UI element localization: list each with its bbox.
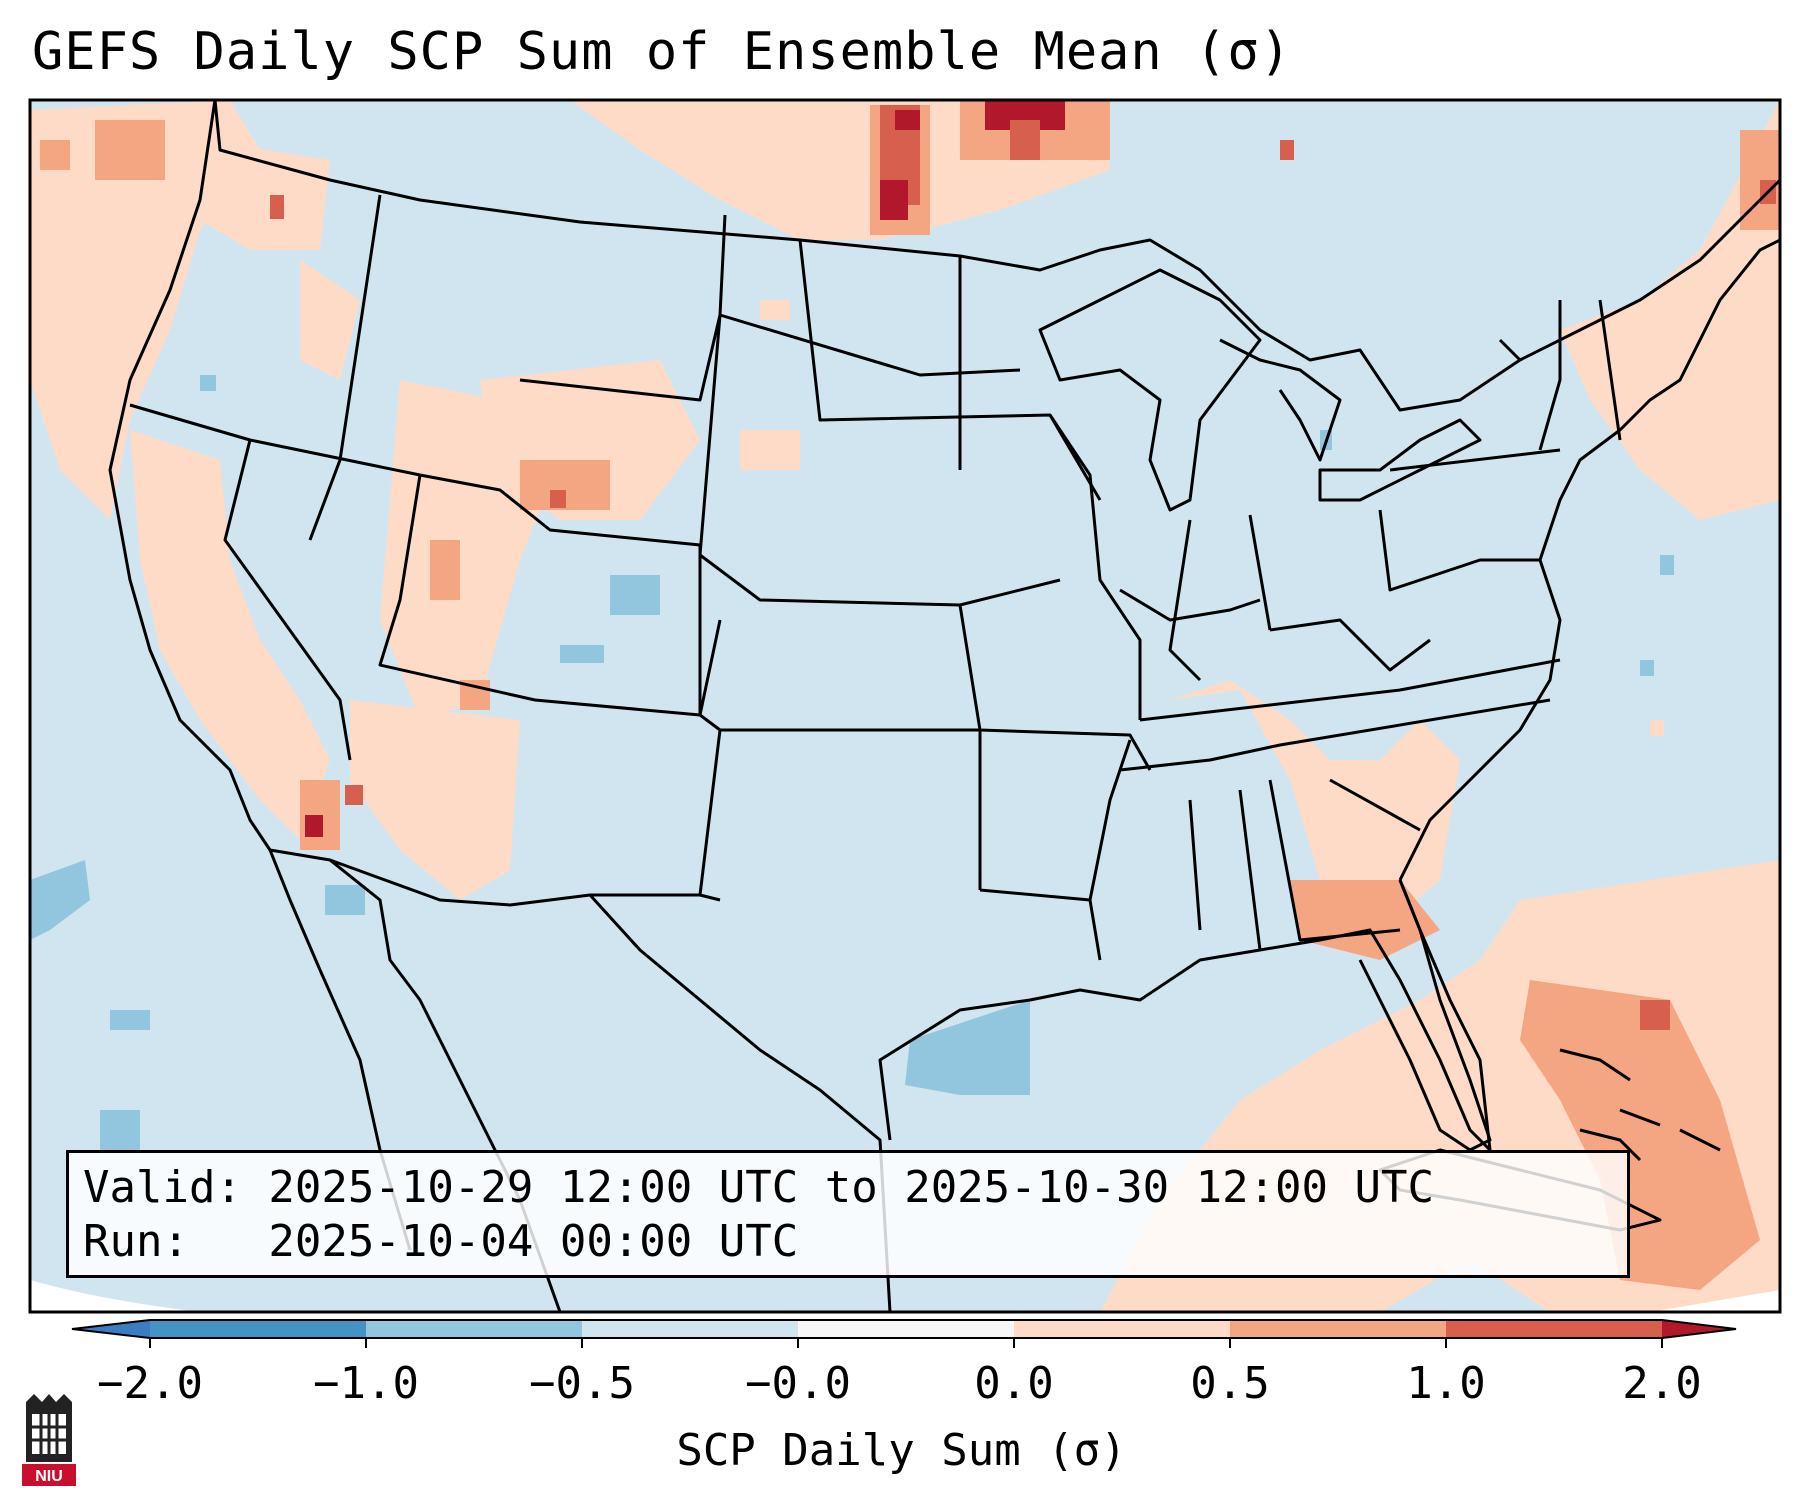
colorbar-bin (1230, 1320, 1446, 1338)
colorbar-tick-label: −2.0 (97, 1358, 203, 1409)
patch-southwest (350, 700, 520, 900)
coast-east (1398, 238, 1781, 881)
chart-title: GEFS Daily SCP Sum of Ensemble Mean (σ) (32, 22, 1292, 82)
colorbar-ticks: −2.0 −1.0 −0.5 −0.0 0.0 0.5 1.0 2.0 (97, 1338, 1702, 1409)
colorbar-tick-label: 0.5 (1190, 1358, 1269, 1409)
niu-logo: NIU (22, 1394, 76, 1486)
colorbar-bin (150, 1320, 366, 1338)
patch-california (130, 430, 330, 840)
border-mexico (269, 848, 892, 1313)
florida (1358, 879, 1492, 1152)
valid-time-line: Valid: 2025-10-29 12:00 UTC to 2025-10-3… (83, 1162, 1435, 1213)
colorbar-tick-label: 0.0 (974, 1358, 1053, 1409)
colorbar-label: SCP Daily Sum (σ) (676, 1425, 1127, 1476)
run-time-line: Run: 2025-10-04 00:00 UTC (83, 1216, 799, 1267)
great-lakes (1038, 268, 1262, 512)
colorbar-bins (71, 1319, 1737, 1339)
colorbar-tick-label: −0.5 (529, 1358, 635, 1409)
colorbar-extend-high (1662, 1320, 1736, 1338)
patch-washington (200, 140, 330, 250)
colorbar-bin (1446, 1320, 1662, 1338)
colorbar-tick-label: 2.0 (1622, 1358, 1701, 1409)
patch-pnw-core (95, 120, 165, 180)
colorbar-tick-label: 1.0 (1406, 1358, 1485, 1409)
patch-southeast (1170, 680, 1460, 930)
colorbar-bin (366, 1320, 582, 1338)
colorbar-extend-low (72, 1320, 150, 1338)
validity-info-box: Valid: 2025-10-29 12:00 UTC to 2025-10-3… (66, 1150, 1630, 1278)
patch-blue-colorado (610, 575, 660, 615)
colorbar-bin (798, 1320, 1014, 1338)
colorbar-tick-label: −0.0 (745, 1358, 851, 1409)
patch-atlantic-mid (1520, 980, 1760, 1290)
colorbar-bin (1014, 1320, 1230, 1338)
map-frame (28, 98, 1782, 1314)
colorbar-bin (582, 1320, 798, 1338)
patch-blue-texas (905, 1000, 1030, 1095)
colorbar-tick-label: −1.0 (313, 1358, 419, 1409)
coast-west (108, 99, 272, 851)
svg-text:NIU: NIU (35, 1468, 63, 1485)
border-canada (213, 99, 1782, 412)
patch-blue-pacific (30, 860, 90, 940)
